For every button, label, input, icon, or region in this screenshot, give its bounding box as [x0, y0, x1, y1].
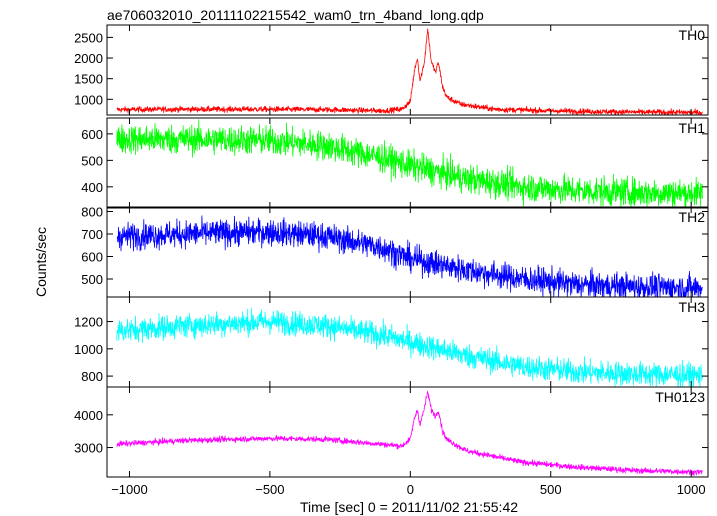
- y-tick-label: 400: [81, 180, 103, 195]
- x-axis-label: Time [sec] 0 = 2011/11/02 21:55:42: [300, 499, 518, 515]
- panel-label-th0: TH0: [679, 27, 706, 43]
- y-tick-label: 2500: [74, 30, 103, 45]
- y-tick-label: 1000: [74, 92, 103, 107]
- panel-frame-th0123: [106, 386, 709, 478]
- y-tick-label: 1500: [74, 72, 103, 87]
- y-tick-label: 700: [81, 227, 103, 242]
- series-th0: [116, 28, 703, 115]
- panel-frame-th0: [106, 24, 709, 116]
- y-axis-label: Counts/sec: [33, 227, 49, 297]
- x-tick-label: 1000: [677, 482, 706, 497]
- y-tick-label: 600: [81, 250, 103, 265]
- y-tick-label: 800: [81, 205, 103, 220]
- y-tick-label: 800: [81, 369, 103, 384]
- x-tick-label: 0: [407, 482, 414, 497]
- series-th1: [116, 119, 703, 208]
- y-tick-label: 3000: [74, 441, 103, 456]
- x-tick-label: −1000: [111, 482, 148, 497]
- y-tick-label: 500: [81, 153, 103, 168]
- panel-frame-th1: [106, 117, 709, 209]
- y-tick-label: 600: [81, 127, 103, 142]
- y-tick-label: 1200: [74, 315, 103, 330]
- x-tick-label: 500: [540, 482, 562, 497]
- y-tick-label: 500: [81, 272, 103, 287]
- series-th3: [116, 307, 703, 387]
- y-tick-label: 4000: [74, 408, 103, 423]
- chart-title: ae706032010_20111102215542_wam0_trn_4ban…: [107, 7, 484, 23]
- panel-label-th0123: TH0123: [655, 389, 705, 405]
- panels-group: TH0 1000 1500 2000 2500 TH1 400 500 600 TH2 500 600…: [74, 24, 709, 497]
- panel-label-th1: TH1: [679, 120, 706, 136]
- panel-label-th2: TH2: [679, 209, 706, 225]
- x-tick-label: −500: [255, 482, 284, 497]
- y-tick-label: 1000: [74, 342, 103, 357]
- series-th0123: [116, 390, 703, 476]
- series-th2: [116, 215, 703, 297]
- panel-label-th3: TH3: [679, 299, 706, 315]
- y-tick-label: 2000: [74, 51, 103, 66]
